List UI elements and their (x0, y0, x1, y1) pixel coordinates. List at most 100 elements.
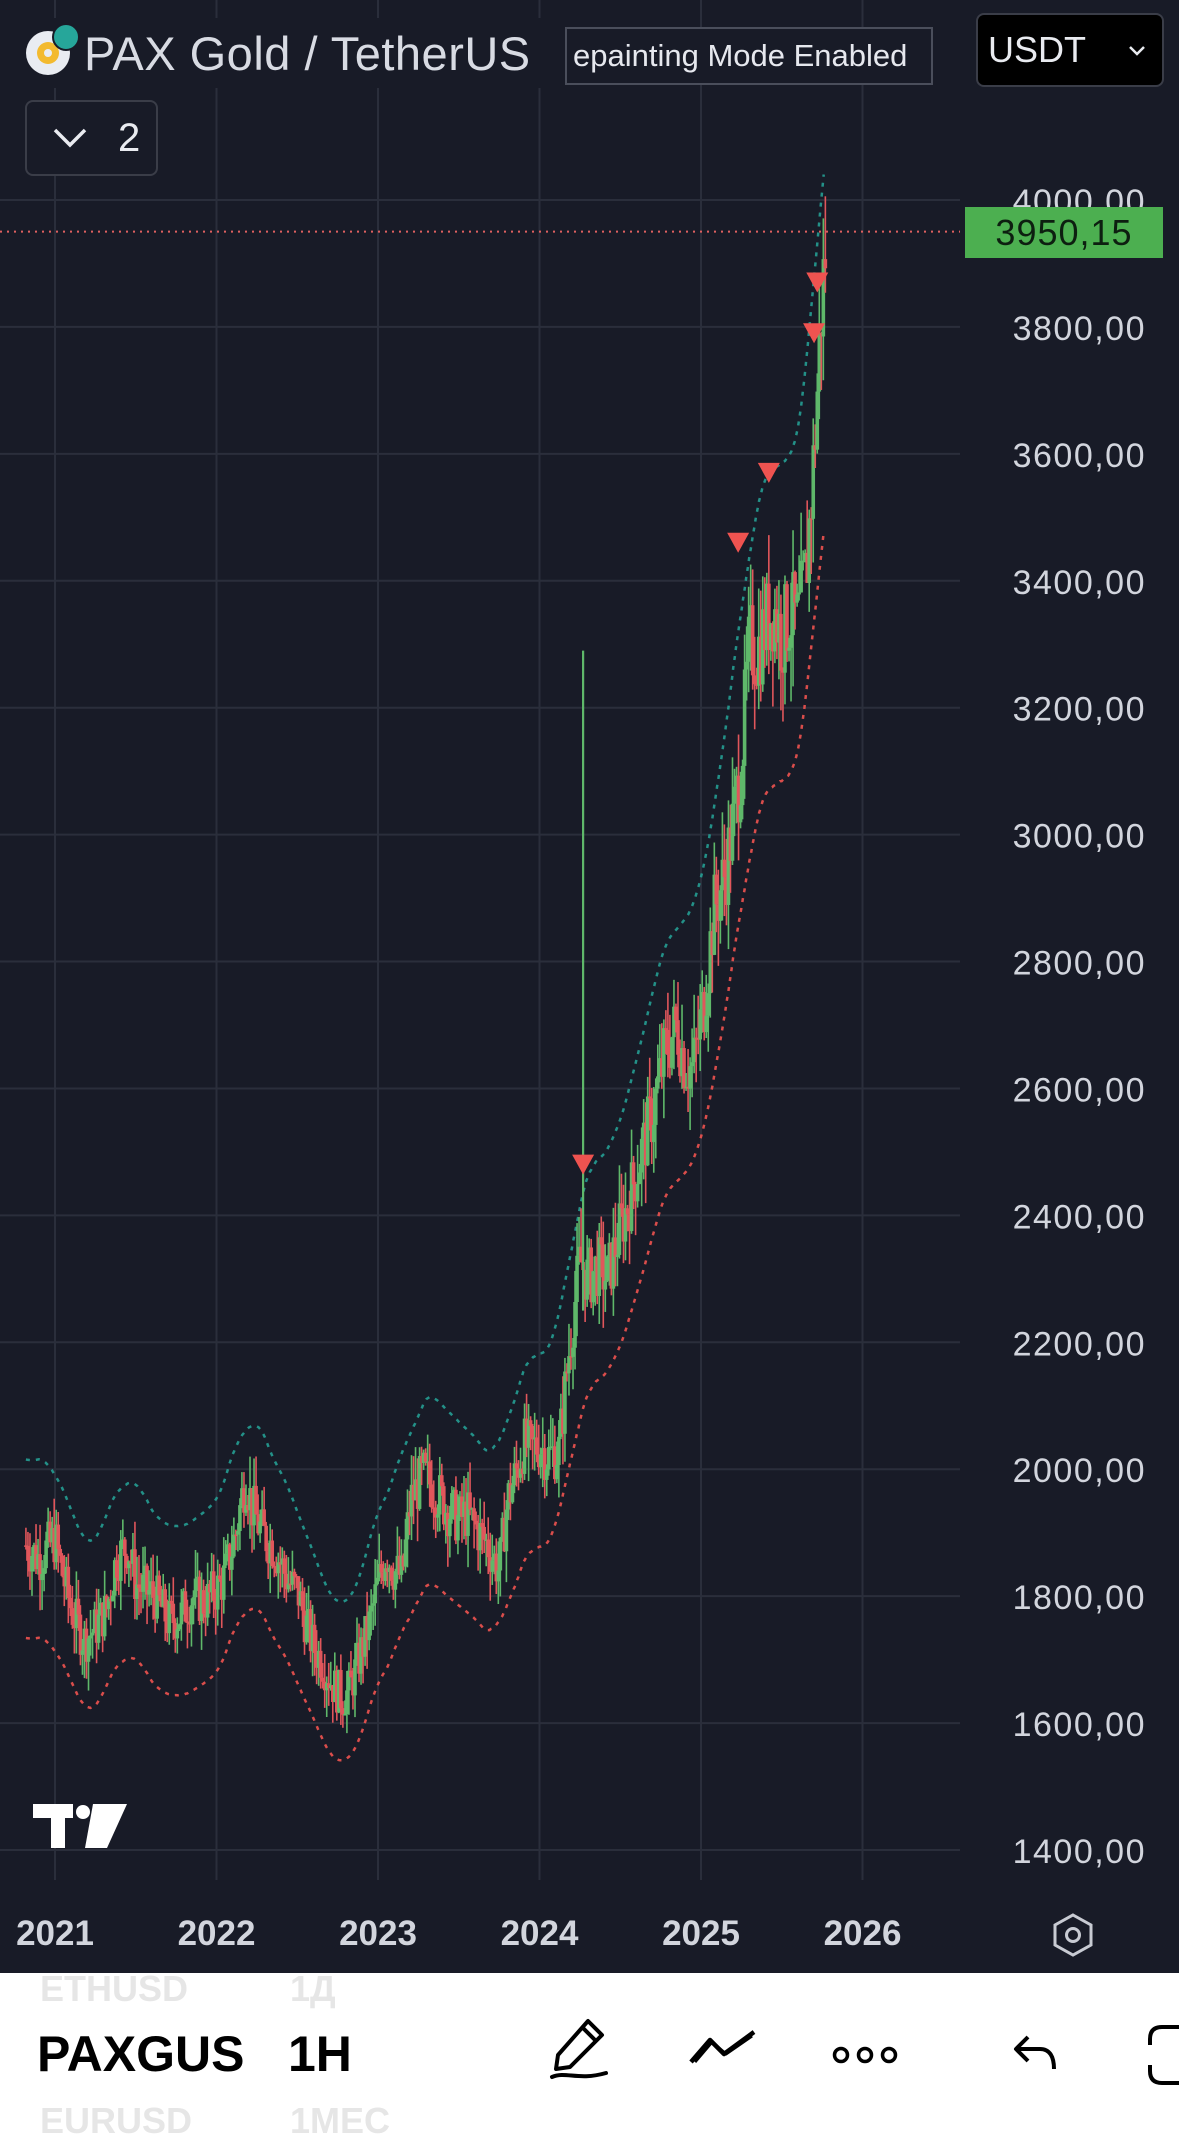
undo-button[interactable] (1012, 2033, 1058, 2078)
candle-body (38, 1554, 42, 1581)
candle-body (155, 1575, 159, 1619)
candle-body (807, 518, 812, 583)
candle-body (819, 333, 824, 337)
candle-body (756, 636, 761, 686)
candle-body (579, 1246, 583, 1263)
timeframe-next[interactable]: 1МЕС (290, 2100, 391, 2141)
timeframe-selector[interactable]: 1H (288, 2026, 352, 2082)
candle-body (258, 1521, 262, 1534)
candle-body (647, 1096, 652, 1099)
candle-body (330, 1685, 335, 1702)
candle-body (530, 1425, 535, 1440)
chevron-down-icon (53, 128, 87, 148)
candle-body (135, 1584, 139, 1600)
candle-body (205, 1583, 210, 1618)
candle-body (615, 1254, 620, 1257)
candle-body (793, 572, 797, 603)
candle-body (304, 1615, 309, 1643)
draw-button[interactable] (548, 2015, 610, 2086)
candle-body (310, 1624, 315, 1652)
candle-body (750, 605, 755, 676)
candle-body (569, 1356, 573, 1358)
trend-line-button[interactable] (688, 2028, 758, 2073)
candle-body (80, 1650, 85, 1655)
symbol-next[interactable]: EURUSD (40, 2100, 193, 2141)
candle-body (351, 1677, 355, 1696)
candle-body (383, 1568, 388, 1582)
candle-body (787, 647, 791, 651)
settings-hexagon-icon (1053, 1913, 1093, 1957)
candle-body (76, 1598, 81, 1615)
time-tick-label: 2024 (501, 1914, 579, 1953)
candle-body (252, 1485, 256, 1526)
lower-band-line (25, 532, 825, 1762)
candle-body (137, 1584, 141, 1589)
candle-body (563, 1371, 567, 1434)
candle-body (623, 1208, 628, 1242)
price-axis: 4000,003800,003600,003400,003200,003000,… (1013, 183, 1146, 1871)
candle-body (211, 1571, 216, 1601)
candle-body (401, 1555, 406, 1567)
candle-body (143, 1565, 147, 1575)
candle-body (171, 1603, 176, 1624)
candle-body (666, 1029, 670, 1055)
candle-body (199, 1590, 204, 1621)
candle-body (377, 1564, 382, 1578)
candle-body (639, 1138, 644, 1173)
candle-body (609, 1242, 614, 1289)
candle-body (226, 1544, 230, 1554)
price-chart[interactable]: 4000,003800,003600,003400,003200,003000,… (0, 0, 1179, 1973)
candle-body (444, 1512, 448, 1525)
candle-body (607, 1242, 612, 1257)
candle-body (538, 1454, 543, 1468)
candle-body (821, 259, 826, 337)
candle-body (84, 1628, 89, 1662)
candle-body (262, 1509, 266, 1526)
candle-body (217, 1575, 222, 1580)
undo-icon (1014, 2035, 1056, 2070)
candle-body (189, 1605, 194, 1625)
candle-body (791, 572, 795, 636)
indicators-collapse-button[interactable]: 2 (25, 100, 158, 176)
candle-body (415, 1479, 420, 1509)
candle-body (417, 1455, 422, 1509)
candle-body (129, 1561, 133, 1564)
candle-body (191, 1597, 196, 1606)
candle-body (393, 1571, 398, 1590)
candle-body (161, 1589, 166, 1607)
candle-body (106, 1598, 111, 1610)
symbol-selector[interactable]: PAXGUS (37, 2026, 245, 2082)
bands (25, 174, 825, 1762)
candle-body (718, 890, 723, 921)
candle-body (68, 1597, 73, 1609)
candle-body (458, 1496, 462, 1515)
chart-settings-button[interactable] (1050, 1912, 1096, 1963)
candle-body (169, 1600, 174, 1604)
sell-marker (757, 462, 780, 483)
candle-body (708, 931, 713, 994)
candle-body (785, 584, 789, 651)
candle-body (805, 552, 809, 583)
currency-select[interactable]: USDT (976, 13, 1164, 87)
candle-body (256, 1514, 260, 1534)
paxg-logo-icon (26, 23, 80, 75)
pen-icon (550, 2019, 608, 2079)
candle-body (242, 1488, 246, 1513)
candle-body (702, 991, 707, 1033)
candle-body (760, 609, 765, 685)
chart-area[interactable]: 4000,00 3800,00 3600,00 3400,00 3200,00 3000,… (0, 0, 1179, 1973)
symbol-prev[interactable]: ETHUSD (40, 1968, 189, 2009)
candle-body (799, 560, 803, 593)
symbol-header[interactable]: PAX Gold / TetherUS (20, 18, 570, 88)
candle-body (167, 1600, 172, 1634)
timeframe-prev[interactable]: 1Д (290, 1968, 336, 2009)
candle-body (244, 1505, 248, 1513)
candle-body (427, 1461, 432, 1485)
candle-body (365, 1616, 369, 1641)
price-tick-label: 3000,00 (1013, 818, 1146, 856)
candle-body (165, 1621, 170, 1634)
candle-body (147, 1589, 151, 1595)
candle-body (296, 1576, 301, 1606)
more-button[interactable] (832, 2045, 898, 2070)
fullscreen-button[interactable] (1146, 2023, 1179, 2092)
